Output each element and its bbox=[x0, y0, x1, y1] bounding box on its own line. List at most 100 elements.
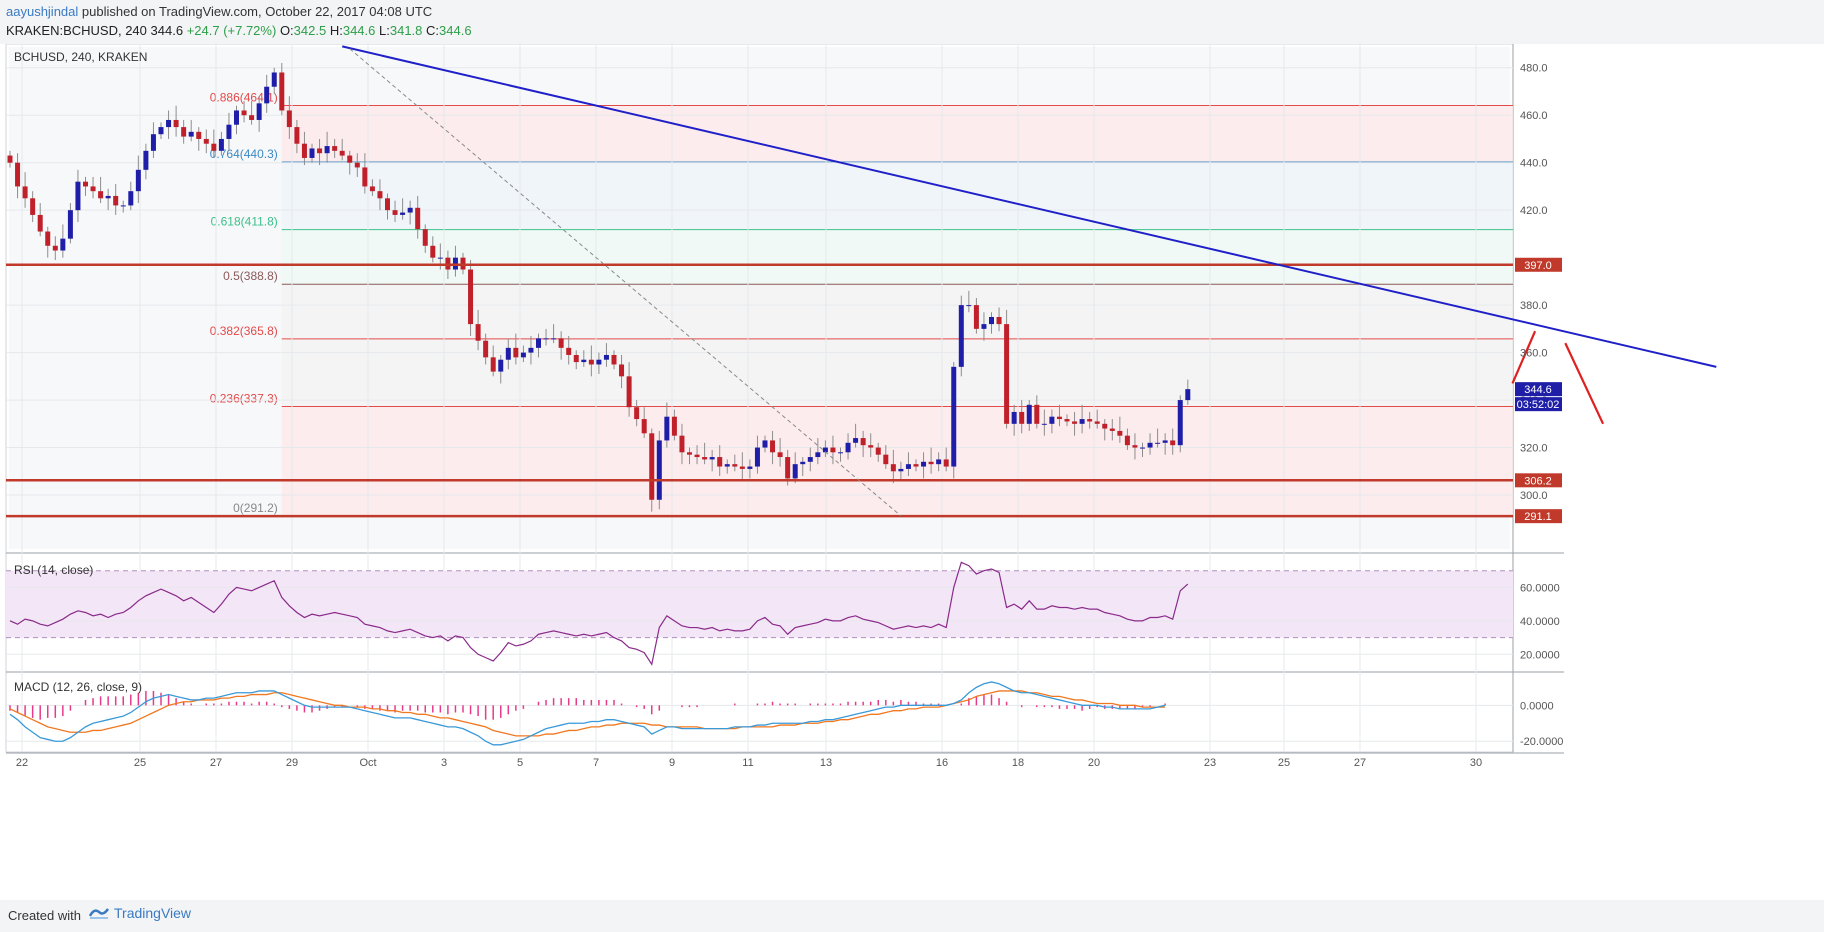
date-tick: 5 bbox=[517, 757, 523, 769]
candle-body bbox=[120, 205, 126, 207]
candle-body bbox=[1109, 428, 1115, 431]
candle-body bbox=[37, 214, 43, 232]
chart-title: BCHUSD, 240, KRAKEN bbox=[14, 50, 147, 64]
candle-body bbox=[566, 347, 572, 355]
tradingview-brand[interactable]: TradingView bbox=[88, 905, 191, 921]
author-link[interactable]: aayushjindal bbox=[6, 4, 79, 19]
date-tick: 20 bbox=[1088, 757, 1100, 769]
candle-body bbox=[807, 457, 813, 462]
candle-body bbox=[430, 245, 436, 258]
date-tick: 3 bbox=[441, 757, 447, 769]
candle-body bbox=[113, 195, 119, 206]
close-label: C: bbox=[426, 23, 440, 38]
macd-tick: -20.0000 bbox=[1520, 736, 1563, 748]
rsi-tick: 40.0000 bbox=[1520, 616, 1560, 628]
date-tick: 16 bbox=[936, 757, 948, 769]
date-tick: 11 bbox=[742, 757, 753, 769]
candle-body bbox=[1011, 411, 1017, 424]
candle-body bbox=[294, 127, 300, 144]
candle-body bbox=[158, 127, 164, 135]
candle-body bbox=[671, 416, 677, 436]
projection-arrow bbox=[1511, 330, 1537, 384]
candle-body bbox=[271, 72, 277, 87]
price-tag-text: 306.2 bbox=[1524, 475, 1552, 487]
published-text: published on TradingView.com, October 22… bbox=[81, 4, 433, 19]
candle-body bbox=[1087, 419, 1093, 422]
candle-body bbox=[694, 454, 700, 458]
candle-body bbox=[588, 359, 594, 365]
candle-body bbox=[860, 438, 866, 446]
fib-zone bbox=[281, 229, 1513, 285]
countdown-tag bbox=[1515, 397, 1562, 412]
candle-body bbox=[687, 452, 692, 455]
candle-body bbox=[649, 433, 655, 500]
candle-body bbox=[732, 464, 738, 467]
candle-body bbox=[619, 364, 625, 377]
candle-body bbox=[958, 305, 964, 367]
candle-body bbox=[1132, 445, 1138, 448]
candle-body bbox=[218, 138, 224, 151]
footer: Created with TradingView bbox=[0, 900, 1824, 932]
candle-body bbox=[1064, 419, 1070, 422]
candle-body bbox=[75, 181, 81, 211]
candle-body bbox=[800, 461, 806, 465]
price-tick: 420.0 bbox=[1520, 205, 1548, 217]
price-chart[interactable]: 0.886(464.1) 0.764(440.3) 0.618(411.8) 0.5(… bbox=[0, 44, 1824, 900]
candle-body bbox=[785, 457, 791, 479]
candle-body bbox=[1072, 421, 1078, 424]
fib-zone bbox=[281, 161, 1513, 230]
high-value: 344.6 bbox=[342, 23, 376, 38]
candle-body bbox=[596, 359, 602, 365]
candle-body bbox=[90, 186, 96, 192]
candle-body bbox=[498, 359, 504, 372]
candle-body bbox=[196, 131, 202, 139]
price-tick: 300.0 bbox=[1520, 490, 1548, 502]
rsi-band bbox=[6, 570, 1513, 638]
price-tick: 460.0 bbox=[1520, 110, 1548, 122]
candle-body bbox=[754, 447, 760, 467]
price-tick: 440.0 bbox=[1520, 158, 1548, 170]
candle-body bbox=[30, 198, 36, 215]
candle-body bbox=[762, 440, 768, 448]
candle-body bbox=[339, 150, 345, 156]
candle-body bbox=[853, 438, 859, 443]
candle-body bbox=[1004, 324, 1010, 424]
candle-body bbox=[362, 167, 368, 187]
candle-body bbox=[22, 186, 28, 199]
candle-body bbox=[634, 407, 640, 420]
candle-body bbox=[709, 457, 715, 460]
price-tick: 380.0 bbox=[1520, 300, 1548, 312]
candle-body bbox=[67, 210, 73, 239]
rsi-tick: 20.0000 bbox=[1520, 649, 1560, 661]
fib-label: 0.5(388.8) bbox=[223, 269, 278, 283]
date-tick: 27 bbox=[210, 757, 222, 769]
date-tick: 27 bbox=[1354, 757, 1366, 769]
candle-body bbox=[913, 464, 919, 467]
candle-body bbox=[1026, 404, 1032, 424]
candle-body bbox=[951, 366, 957, 467]
candle-body bbox=[332, 146, 338, 151]
candle-body bbox=[875, 447, 881, 455]
candle-body bbox=[166, 119, 172, 128]
symbol-line: KRAKEN:BCHUSD, 240 bbox=[6, 23, 147, 38]
candle-body bbox=[1177, 400, 1183, 446]
fib-zone bbox=[281, 338, 1513, 407]
candle-body bbox=[890, 464, 896, 472]
low-value: 341.8 bbox=[389, 23, 423, 38]
fib-zone bbox=[281, 105, 1513, 162]
candle-body bbox=[286, 110, 292, 128]
candle-body bbox=[830, 447, 836, 453]
ohlc-line: KRAKEN:BCHUSD, 240 344.6 +24.7 (+7.72%) … bbox=[6, 23, 472, 38]
rsi-tick: 60.0000 bbox=[1520, 582, 1560, 594]
candle-body bbox=[1049, 416, 1055, 424]
candle-body bbox=[1056, 416, 1062, 420]
candle-body bbox=[770, 440, 776, 453]
candle-body bbox=[996, 316, 1002, 325]
candle-body bbox=[98, 191, 104, 199]
candle-body bbox=[45, 231, 51, 246]
projection-arrow bbox=[1564, 342, 1605, 425]
macd-signal-line bbox=[9, 690, 1166, 737]
candle-body bbox=[52, 245, 58, 251]
candle-body bbox=[777, 452, 783, 458]
candle-body bbox=[407, 207, 413, 213]
